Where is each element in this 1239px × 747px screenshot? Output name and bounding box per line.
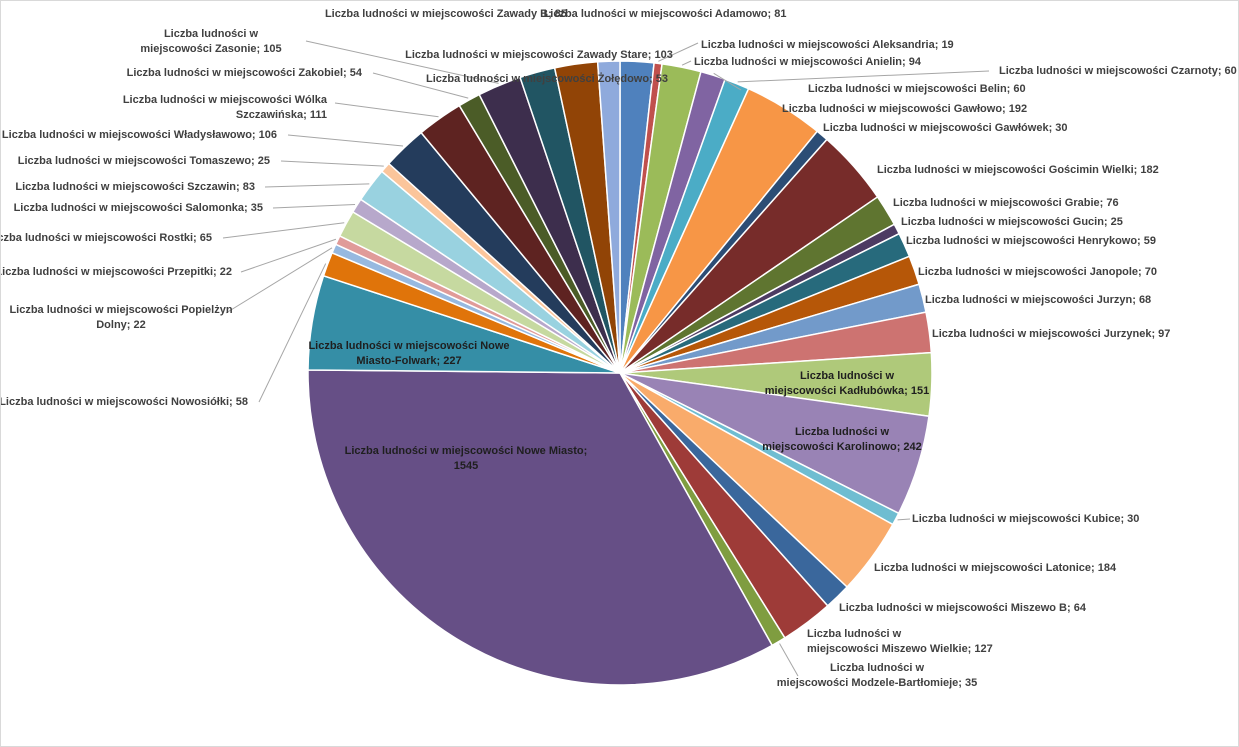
data-label-rostki: Liczba ludności w miejscowości Rostki; 6… xyxy=(1,232,212,244)
data-label-przepitki: Liczba ludności w miejscowości Przepitki… xyxy=(1,266,232,278)
data-label-nowe-miasto: Liczba ludności w miejscowości Nowe Mias… xyxy=(345,445,588,472)
data-label-gawlowek: Liczba ludności w miejscowości Gawłówek;… xyxy=(823,122,1068,134)
data-label-nowosiolki: Liczba ludności w miejscowości Nowosiółk… xyxy=(1,396,248,408)
data-label-jurzynek: Liczba ludności w miejscowości Jurzynek;… xyxy=(932,328,1170,340)
data-label-szczawin: Liczba ludności w miejscowości Szczawin;… xyxy=(15,181,255,193)
leader-line-szczawin xyxy=(264,183,370,188)
leader-line-anielin xyxy=(681,60,692,66)
data-label-zasonie: Liczba ludności w miejscowości Zasonie; 1… xyxy=(140,28,281,55)
leader-line-aleksandria xyxy=(658,42,699,62)
data-label-zawady-stare: Liczba ludności w miejscowości Zawady St… xyxy=(405,49,673,61)
data-label-henrykowo: Liczba ludności w miejscowości Henrykowo… xyxy=(906,235,1156,247)
data-label-adamowo: Liczba ludności w miejscowości Adamowo; … xyxy=(544,8,787,20)
data-label-grabie: Liczba ludności w miejscowości Grabie; 7… xyxy=(893,197,1119,209)
data-label-wladyslawowo: Liczba ludności w miejscowości Władysław… xyxy=(2,129,277,141)
data-label-czarnoty: Liczba ludności w miejscowości Czarnoty;… xyxy=(999,65,1237,77)
data-label-zakobiel: Liczba ludności w miejscowości Zakobiel;… xyxy=(127,67,363,79)
data-label-gucin: Liczba ludności w miejscowości Gucin; 25 xyxy=(901,216,1123,228)
data-label-latonice: Liczba ludności w miejscowości Latonice;… xyxy=(874,562,1117,574)
leader-line-belin xyxy=(713,72,742,91)
data-label-aleksandria: Liczba ludności w miejscowości Aleksandr… xyxy=(701,39,954,51)
leader-line-modzele-bartlomieje xyxy=(779,643,799,677)
data-label-wolka-szczawinska: Liczba ludności w miejscowości Wólka Szcz… xyxy=(123,94,328,121)
leader-line-zakobiel xyxy=(372,72,469,99)
leader-line-czarnoty xyxy=(737,70,990,83)
data-label-salomonka: Liczba ludności w miejscowości Salomonka… xyxy=(14,202,263,214)
data-label-miszewo-wielkie: Liczba ludności w miejscowości Miszewo Wi… xyxy=(807,628,993,655)
leader-line-tomaszewo xyxy=(280,160,384,167)
leader-line-salomonka xyxy=(272,203,356,209)
leaders-layer xyxy=(222,40,990,677)
data-label-anielin: Liczba ludności w miejscowości Anielin; … xyxy=(694,56,922,68)
data-label-belin: Liczba ludności w miejscowości Belin; 60 xyxy=(808,83,1026,95)
data-label-goscimin-wielki: Liczba ludności w miejscowości Gościmin … xyxy=(877,164,1159,176)
data-label-karolinowo: Liczba ludności w miejscowości Karolinowo… xyxy=(762,426,922,453)
leader-line-rostki xyxy=(222,222,345,239)
data-label-zawady-b: Liczba ludności w miejscowości Zawady B;… xyxy=(325,8,567,20)
data-label-modzele-bartlomieje: Liczba ludności w miejscowości Modzele-Ba… xyxy=(777,662,978,689)
leader-line-zasonie xyxy=(305,40,499,84)
data-label-jurzyn: Liczba ludności w miejscowości Jurzyn; 6… xyxy=(925,294,1151,306)
slices-layer xyxy=(307,60,933,686)
data-label-miszewo-b: Liczba ludności w miejscowości Miszewo B… xyxy=(839,602,1087,614)
pie-slice-nowe-miasto xyxy=(307,369,774,686)
data-label-kadlubowka: Liczba ludności w miejscowości Kadłubówka… xyxy=(765,370,929,397)
leader-line-wladyslawowo xyxy=(287,134,404,147)
pie-slice-zoledowo xyxy=(596,60,621,374)
data-label-zoledowo: Liczba ludności w miejscowości Żołędowo;… xyxy=(426,72,668,85)
data-label-janopole: Liczba ludności w miejscowości Janopole;… xyxy=(918,266,1157,278)
data-label-tomaszewo: Liczba ludności w miejscowości Tomaszewo… xyxy=(18,155,270,167)
labels-layer: Liczba ludności w miejscowości Adamowo; … xyxy=(1,8,1237,689)
data-label-gawlowo: Liczba ludności w miejscowości Gawłowo; … xyxy=(782,103,1027,115)
leader-line-popielzyn-dolny xyxy=(225,247,333,314)
data-label-nowe-miasto-folwark: Liczba ludności w miejscowości Nowe Miast… xyxy=(308,340,509,367)
data-label-popielzyn-dolny: Liczba ludności w miejscowości Popielżyn… xyxy=(9,304,232,331)
leader-line-kubice xyxy=(897,518,911,521)
leader-line-nowosiolki xyxy=(258,263,327,403)
leader-line-wolka-szczawinska xyxy=(334,102,439,118)
data-label-kubice: Liczba ludności w miejscowości Kubice; 3… xyxy=(912,513,1139,525)
leader-line-przepitki xyxy=(240,238,337,273)
